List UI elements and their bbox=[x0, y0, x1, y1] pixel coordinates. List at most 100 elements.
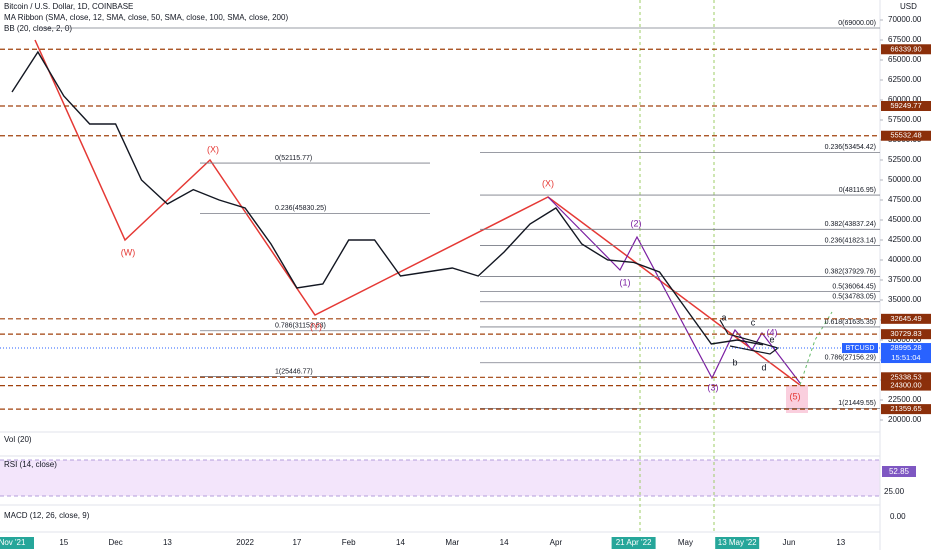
level-box bbox=[881, 329, 931, 340]
y-tick-label: 20000.00 bbox=[888, 415, 922, 424]
y-tick-label: 57500.00 bbox=[888, 115, 922, 124]
rsi-value: 52.85 bbox=[889, 467, 910, 476]
x-tick-label: Apr bbox=[550, 538, 563, 547]
wave-label: (W) bbox=[121, 247, 136, 257]
x-tick-label: Dec bbox=[108, 538, 122, 547]
rsi-value-box bbox=[882, 466, 916, 477]
y-tick-label: 47500.00 bbox=[888, 195, 922, 204]
fib-label: 1(21449.55) bbox=[838, 400, 876, 407]
fib-label: 0.236(41823.14) bbox=[825, 237, 876, 244]
triangle bbox=[719, 319, 780, 355]
x-tick-label: 13 May '22 bbox=[718, 538, 757, 547]
level-box bbox=[881, 380, 931, 391]
level-label: 30729.83 bbox=[890, 329, 921, 338]
y-tick-label: 62500.00 bbox=[888, 75, 922, 84]
fib-label: 0(69000.00) bbox=[838, 20, 876, 27]
x-tick-label: Nov '21 bbox=[0, 538, 26, 547]
fib-label: 0.236(53454.42) bbox=[825, 144, 876, 151]
fib-label: 0.5(36064.45) bbox=[832, 283, 876, 290]
y-tick-label: 60000.00 bbox=[888, 95, 922, 104]
wave-label: (X) bbox=[207, 144, 219, 154]
level-box bbox=[881, 101, 931, 112]
y-tick-label: 37500.00 bbox=[888, 275, 922, 284]
legend: Bitcoin / U.S. Dollar, 1D, COINBASE MA R… bbox=[4, 2, 917, 33]
indicator: BB (20, close, 2, 0) bbox=[4, 24, 72, 33]
x-label-box bbox=[611, 537, 656, 549]
level-box bbox=[881, 44, 931, 55]
y-tick-label: 50000.00 bbox=[888, 175, 922, 184]
level-box bbox=[881, 372, 931, 383]
x-tick-label: 2022 bbox=[236, 538, 254, 547]
level-box bbox=[881, 313, 931, 324]
fib-label: 0(52115.77) bbox=[275, 155, 312, 162]
fib-label: 0.618(31635.35) bbox=[825, 319, 876, 326]
y-tick-label: 30000.00 bbox=[888, 335, 922, 344]
x-tick-label: 13 bbox=[836, 538, 845, 547]
wave-label: c bbox=[751, 317, 756, 327]
x-tick-label: 21 Apr '22 bbox=[616, 538, 652, 547]
wave-label: e bbox=[769, 334, 774, 344]
pane-label: MACD (12, 26, close, 9) bbox=[4, 511, 90, 520]
current-box bbox=[881, 343, 931, 364]
currency: USD bbox=[900, 2, 917, 11]
fib-label: 0.786(31153.53) bbox=[275, 323, 326, 330]
fib-label: 0.382(43837.24) bbox=[825, 221, 876, 228]
level-label: 59249.77 bbox=[890, 101, 921, 110]
level-box bbox=[881, 404, 931, 415]
target-zone bbox=[786, 385, 808, 413]
wave-label: (1) bbox=[620, 277, 631, 287]
wave-line bbox=[34, 39, 801, 386]
chart-title: Bitcoin / U.S. Dollar, 1D, COINBASE bbox=[4, 2, 133, 11]
y-tick-label: 70000.00 bbox=[888, 15, 922, 24]
current-timer: 15:51:04 bbox=[891, 353, 920, 362]
fib-label: 0.236(45830.25) bbox=[275, 205, 326, 212]
fib-label: 1(25446.77) bbox=[275, 368, 313, 375]
y-tick-label: 42500.00 bbox=[888, 235, 922, 244]
pane-label: RSI (14, close) bbox=[4, 460, 57, 469]
level-label: 25338.53 bbox=[890, 372, 921, 381]
y-tick-label: 52500.00 bbox=[888, 155, 922, 164]
wave-label: (5) bbox=[790, 391, 801, 401]
subwave-line bbox=[547, 196, 801, 384]
lower-panes: Vol (20) RSI (14, close) MACD (12, 26, c… bbox=[4, 435, 916, 521]
rsi-band bbox=[0, 460, 880, 496]
pane-label: Vol (20) bbox=[4, 435, 32, 444]
current-name: BTCUSD bbox=[846, 345, 875, 352]
y-tick-label: 67500.00 bbox=[888, 35, 922, 44]
y-tick-label: 35000.00 bbox=[888, 295, 922, 304]
wave-label: b bbox=[732, 357, 737, 367]
x-label-box bbox=[0, 537, 34, 549]
current-tag bbox=[842, 343, 878, 354]
fib-label: 0(48116.95) bbox=[839, 187, 876, 194]
level-label: 55532.48 bbox=[890, 131, 921, 140]
fib-label: 0.786(27156.29) bbox=[825, 355, 876, 362]
fib-label: 0.5(34783.05) bbox=[832, 294, 876, 301]
x-tick-label: 15 bbox=[59, 538, 68, 547]
level-label: 66339.90 bbox=[890, 44, 921, 53]
x-tick-label: Mar bbox=[445, 538, 459, 547]
y-tick-label: 65000.00 bbox=[888, 55, 922, 64]
wave-label: (4) bbox=[767, 327, 778, 337]
fib-label: 0.382(37929.76) bbox=[825, 268, 876, 275]
wave-label: (3) bbox=[708, 382, 719, 392]
wave-label: d bbox=[761, 362, 766, 372]
wave-label: a bbox=[721, 312, 726, 322]
level-label: 32645.49 bbox=[890, 314, 921, 323]
level-box bbox=[881, 130, 931, 141]
x-tick-label: May bbox=[678, 538, 693, 547]
macd-tick: 0.00 bbox=[890, 512, 906, 521]
current-label: 28995.28 bbox=[890, 343, 921, 352]
y-tick-label: 40000.00 bbox=[888, 255, 922, 264]
y-tick-label: 22500.00 bbox=[888, 395, 922, 404]
rsi-tick: 25.00 bbox=[884, 487, 905, 496]
level-label: 24300.00 bbox=[890, 381, 921, 390]
wave-label: (X) bbox=[542, 178, 554, 188]
price-line bbox=[11, 50, 764, 346]
x-tick-label: Jun bbox=[783, 538, 796, 547]
y-tick-label: 45000.00 bbox=[888, 215, 922, 224]
x-tick-label: 14 bbox=[396, 538, 405, 547]
wave-label: (2) bbox=[631, 218, 642, 228]
